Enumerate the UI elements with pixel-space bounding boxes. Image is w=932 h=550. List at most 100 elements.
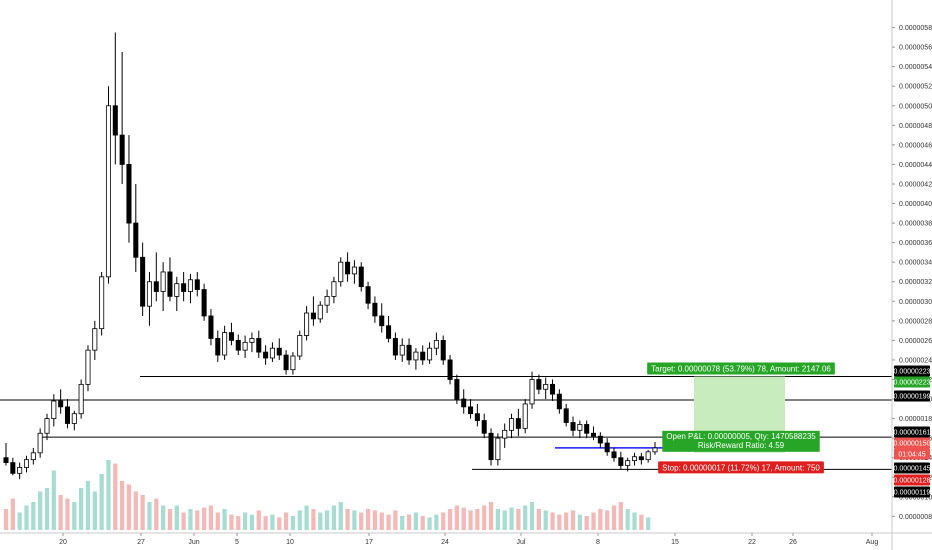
candle-body — [481, 420, 487, 434]
volume-bar — [488, 502, 494, 530]
candle-body — [64, 406, 71, 424]
price-tag-label: 0.00000128 — [894, 478, 931, 485]
pnl-label: Open P&L: 0.00000005, Qty: 1470588235Ris… — [662, 430, 820, 452]
candle-body — [338, 261, 344, 283]
price-tag-label: 0.00000150 — [894, 441, 931, 448]
volume-bar — [338, 502, 343, 530]
candle-body — [78, 383, 84, 415]
volume-bar — [236, 516, 241, 530]
candle-body — [297, 335, 303, 357]
candle-body — [51, 400, 57, 419]
volume-bar — [140, 495, 145, 530]
candle-body — [160, 271, 166, 292]
candle-body — [345, 261, 351, 275]
candle-body — [454, 379, 460, 400]
candle-body — [290, 355, 296, 371]
candle-body — [242, 341, 248, 351]
volume-bar — [318, 512, 323, 530]
volume-bar — [72, 502, 77, 530]
candle-body — [181, 283, 187, 292]
volume-bar — [331, 505, 337, 530]
volume-bar — [359, 512, 364, 530]
stop-label-bg — [658, 461, 824, 474]
candle-body — [625, 460, 631, 466]
volume-bar — [92, 491, 97, 530]
price-tag-bg — [894, 390, 930, 402]
price-tag-label: 01:04:45 — [898, 452, 925, 459]
candle-body — [256, 338, 262, 353]
candle-body — [427, 347, 433, 361]
volume-bar — [482, 505, 487, 530]
target-label-bg — [647, 362, 835, 375]
candle-body — [351, 266, 357, 275]
x-tick-label: 24 — [441, 539, 449, 546]
volume-bar — [461, 507, 466, 530]
volume-bar — [611, 505, 617, 530]
volume-bar — [625, 509, 630, 530]
candle-body — [37, 432, 43, 454]
volume-bar — [584, 516, 589, 530]
price-tag-bg — [894, 448, 930, 460]
candle-body — [10, 462, 16, 474]
volume-bar — [646, 517, 651, 530]
candle-body — [584, 424, 590, 434]
candle-body — [379, 315, 385, 327]
volume-bar — [393, 510, 398, 530]
volume-bar — [51, 470, 56, 530]
candle-body — [604, 442, 610, 453]
volume-bar — [256, 510, 261, 530]
stop-label-text: Stop: 0.00000017 (11.72%) 17, Amount: 75… — [662, 463, 820, 472]
volume-bar — [242, 512, 248, 530]
volume-bar — [557, 514, 562, 530]
risk-reward-text: Risk/Reward Ratio: 4.59 — [698, 441, 785, 450]
volume-bar — [161, 505, 166, 530]
volume-bar — [420, 516, 425, 530]
volume-bar — [154, 498, 159, 530]
volume-bar — [427, 517, 432, 530]
volume-bar — [434, 514, 439, 530]
candle-body — [638, 456, 644, 461]
pnl-label-bg — [662, 430, 820, 452]
volume-bar — [277, 517, 282, 530]
x-tick-label: 8 — [596, 539, 600, 546]
volume-bar — [345, 509, 350, 530]
candle-body — [563, 408, 569, 423]
candle-body — [208, 315, 214, 339]
volume-bar — [283, 512, 289, 530]
volume-bar — [195, 510, 200, 530]
candle-body — [133, 222, 139, 258]
candle-body — [174, 283, 180, 297]
volume-bar — [249, 514, 255, 530]
time-axis[interactable]: 20 27 Jun 5 10 17 24 Jul 8 15 22 26 Aug — [0, 532, 932, 546]
volume-bar — [201, 507, 207, 530]
x-tick-label: Jun — [188, 539, 199, 546]
candle-body — [645, 451, 651, 461]
volume-bar — [120, 481, 125, 530]
candle-body — [365, 286, 371, 304]
candle-body — [433, 339, 439, 349]
candle-body — [324, 295, 330, 306]
volume-bar — [126, 484, 132, 530]
volume-bar — [570, 510, 576, 530]
candle-body — [392, 338, 398, 356]
long-position-tool[interactable]: Target: 0.00000078 (53.79%) 78, Amount: … — [555, 362, 835, 474]
candle-body — [529, 379, 535, 405]
candle-body — [461, 398, 467, 408]
candle-body — [468, 406, 474, 415]
volume-bar — [372, 510, 378, 530]
candle-body — [276, 347, 282, 356]
volume-bar — [509, 507, 514, 530]
volume-bar — [174, 505, 179, 530]
candle-body — [140, 256, 146, 307]
candle-body — [187, 279, 193, 292]
